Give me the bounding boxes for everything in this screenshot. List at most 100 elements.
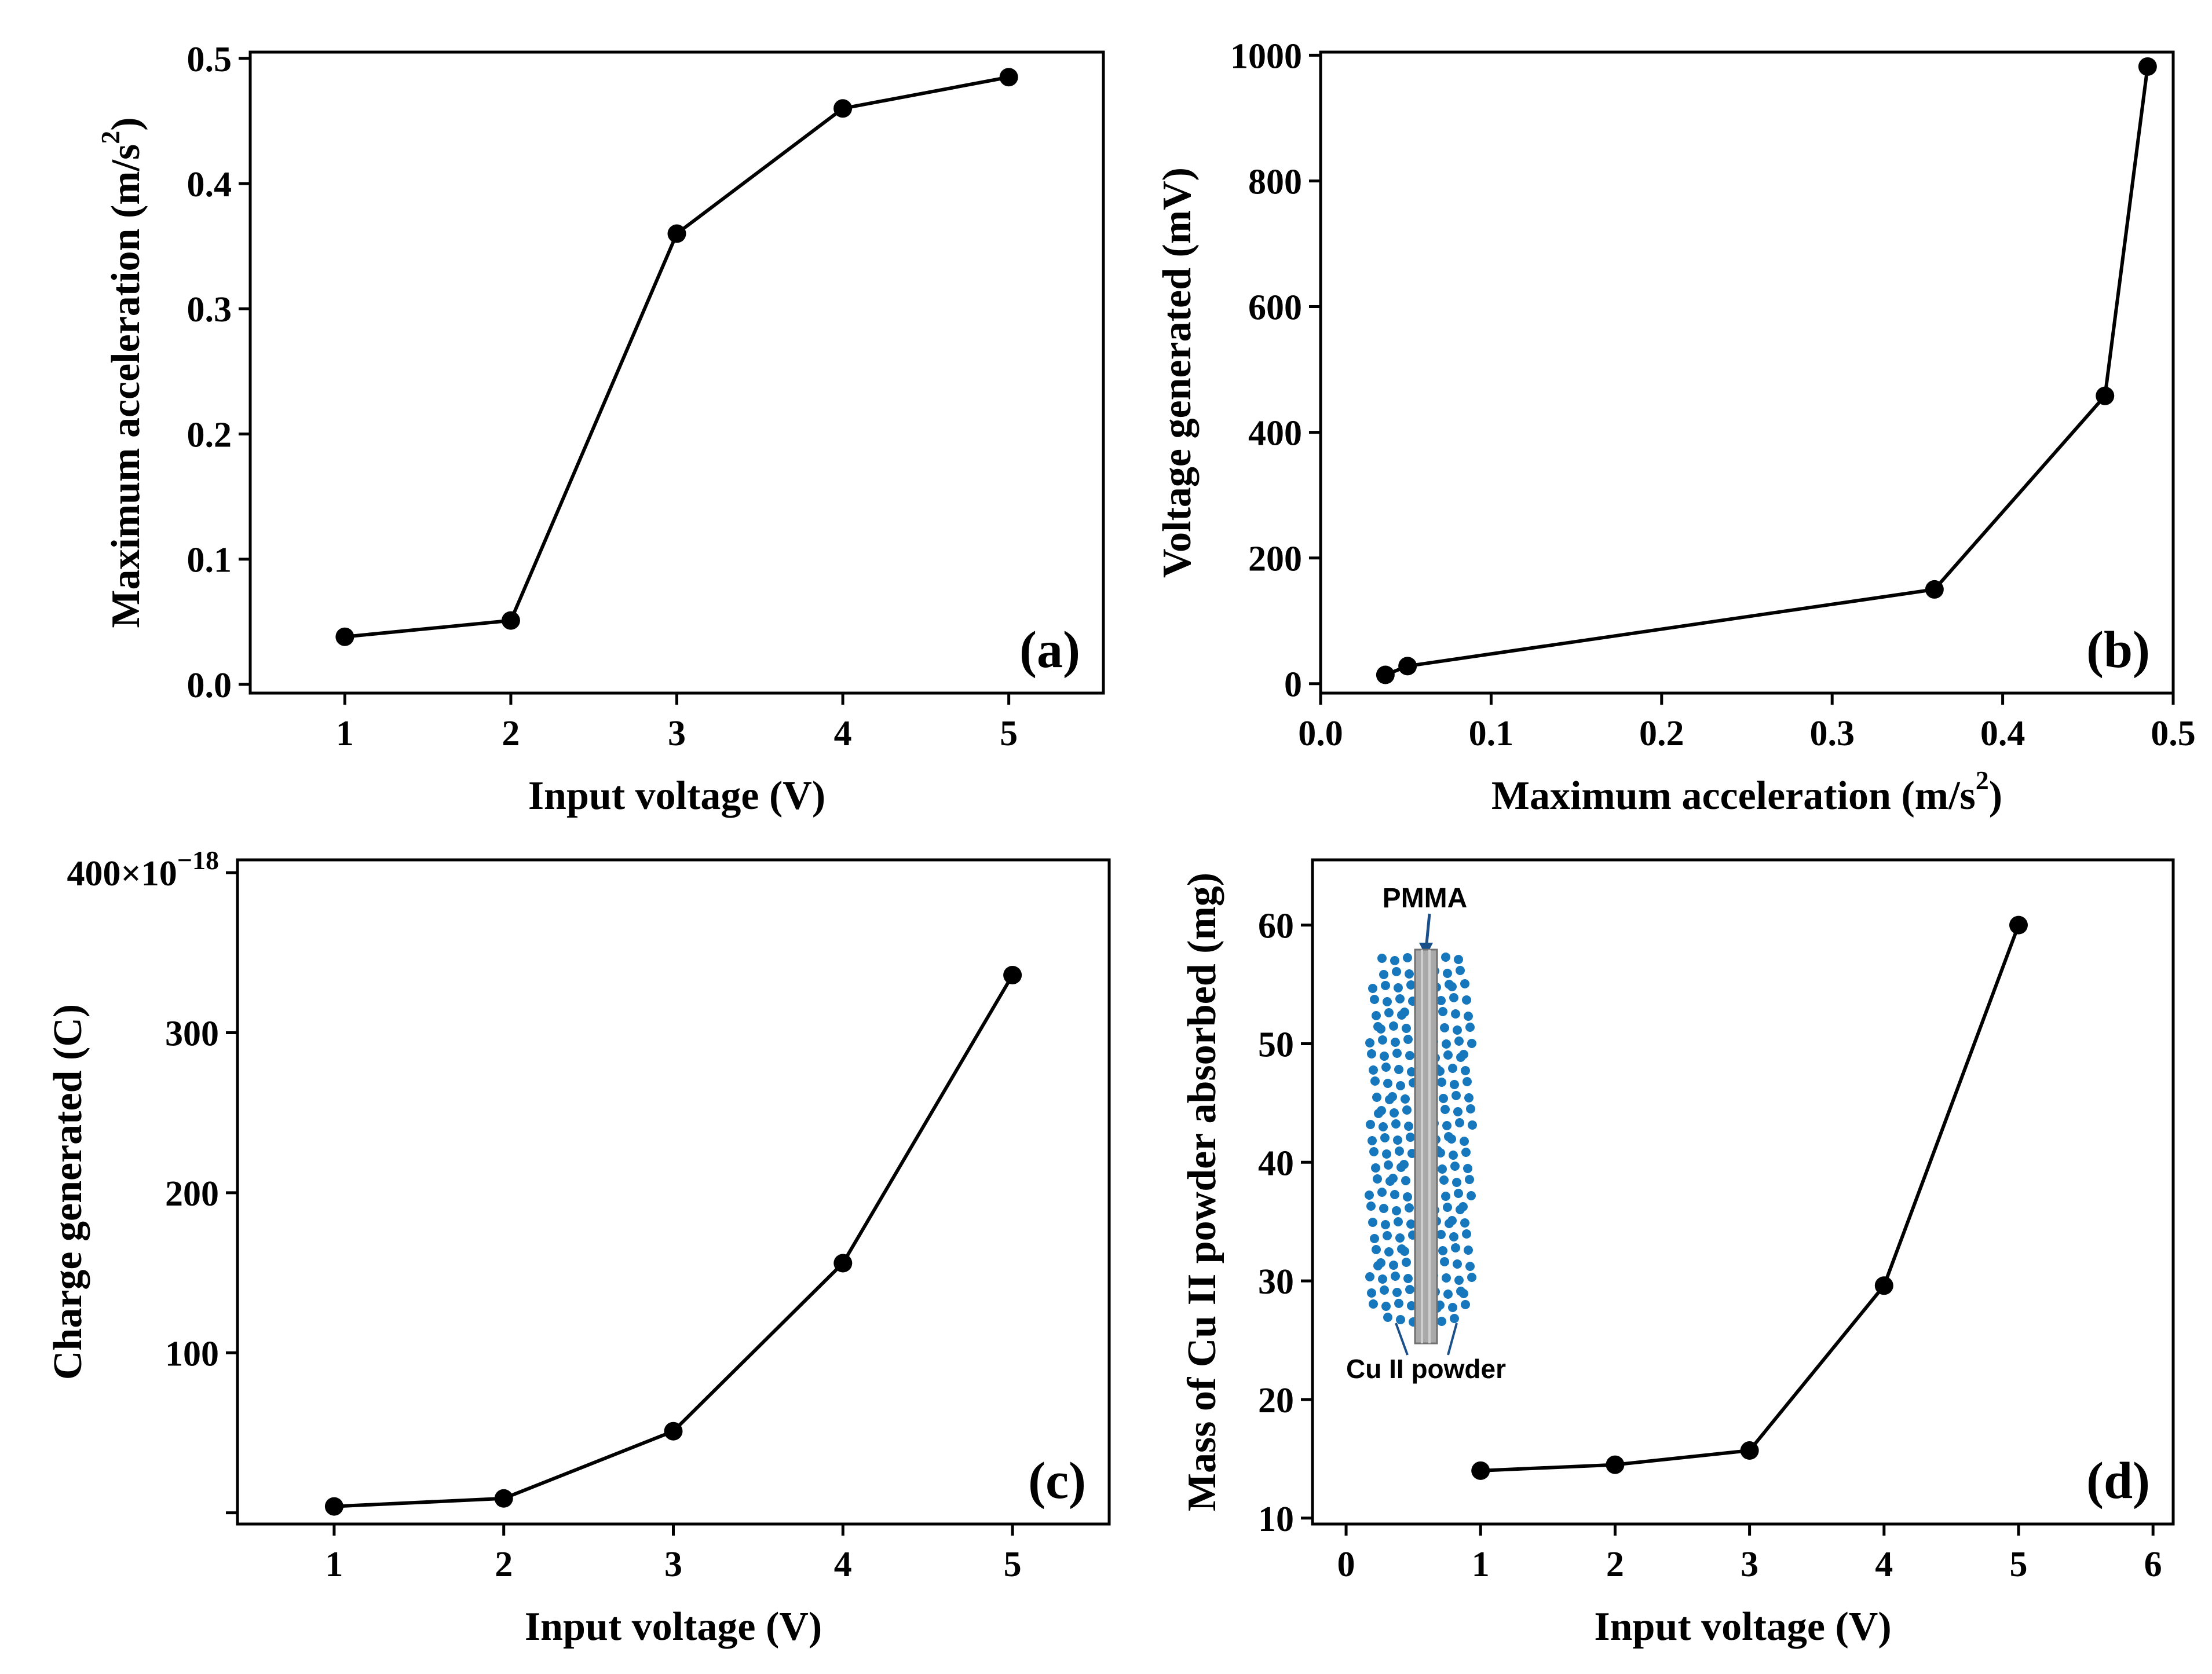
x-axis-label: Maximum acceleration (m/s2)	[1491, 765, 2002, 818]
powder-dot	[1447, 1134, 1456, 1144]
powder-dot	[1437, 1317, 1446, 1326]
powder-dot	[1406, 1219, 1416, 1229]
y-tick-label: 40	[1258, 1144, 1294, 1183]
powder-dot	[1439, 1094, 1448, 1103]
powder-dot	[1395, 1146, 1404, 1156]
powder-dot	[1392, 967, 1401, 976]
powder-dot	[1379, 970, 1388, 979]
powder-dot	[1437, 1078, 1446, 1087]
powder-dot	[1378, 1274, 1387, 1284]
x-axis-label: Input voltage (V)	[1594, 1605, 1891, 1649]
powder-dot	[1464, 1093, 1474, 1102]
y-tick-label: 600	[1248, 288, 1302, 328]
powder-dot	[1373, 1174, 1382, 1184]
powder-dot	[1442, 1273, 1451, 1283]
x-tick-label: 6	[2144, 1545, 2162, 1584]
powder-dot	[1369, 1065, 1378, 1075]
powder-dot	[1383, 1313, 1392, 1322]
powder-dot	[1451, 1091, 1461, 1100]
powder-dot	[1441, 953, 1450, 962]
y-tick-label: 60	[1258, 907, 1294, 946]
powder-dot	[1376, 1024, 1385, 1034]
plot-frame	[248, 50, 1105, 695]
powder-dot	[1403, 953, 1412, 962]
y-tick-label: 200	[1248, 540, 1302, 579]
x-tick-label: 1	[325, 1545, 343, 1584]
x-axis-label: Input voltage (V)	[528, 774, 825, 818]
powder-dot	[1467, 1273, 1476, 1282]
powder-dot	[1403, 1035, 1413, 1044]
panel-d: 0 1 2 3 4 5 6 10 20 30 40 50 60 Input voltage (V) Mass…	[1180, 858, 2175, 1649]
data-point	[335, 627, 354, 646]
powder-dot	[1465, 1262, 1475, 1271]
powder-dot	[1442, 1121, 1451, 1130]
powder-dot	[1467, 1039, 1476, 1048]
powder-dot	[1451, 1009, 1460, 1019]
powder-dot	[1467, 1191, 1476, 1200]
powder-dot	[1455, 1118, 1464, 1127]
powder-dot	[1377, 954, 1387, 963]
powder-dot	[1383, 997, 1392, 1006]
data-point	[1398, 657, 1417, 676]
powder-dot	[1462, 995, 1471, 1005]
powder-dot	[1381, 1220, 1390, 1229]
powder-dot	[1405, 1051, 1414, 1060]
y-axis-label-tail: )	[104, 117, 148, 130]
powder-dot	[1390, 1108, 1399, 1118]
powder-arrow-left	[1395, 1323, 1409, 1356]
powder-dot	[1447, 982, 1457, 991]
y-axis-label-main: Maximum acceleration (m/s	[104, 144, 148, 628]
x-tick-label: 4	[1875, 1545, 1893, 1584]
powder-dot	[1443, 1290, 1453, 1299]
powder-dot	[1388, 1092, 1397, 1101]
powder-dot	[1372, 1245, 1381, 1254]
powder-dot	[1460, 979, 1469, 988]
powder-dot	[1450, 1162, 1460, 1171]
powder-dot	[1391, 1119, 1401, 1129]
powder-dot	[1392, 1206, 1401, 1215]
series-line	[345, 75, 1010, 639]
powder-dot	[1402, 1258, 1411, 1267]
powder-dot	[1460, 1218, 1469, 1228]
y-tick-label: 20	[1258, 1381, 1294, 1420]
data-point	[1003, 965, 1022, 984]
panel-label: (b)	[2086, 621, 2150, 679]
powder-dot	[1391, 1272, 1400, 1281]
powder-dot	[1453, 1025, 1462, 1035]
powder-dot	[1389, 1261, 1398, 1270]
powder-dot	[1403, 1274, 1413, 1283]
powder-dot	[1367, 1288, 1376, 1298]
powder-dot	[1394, 1299, 1403, 1308]
powder-dot	[1378, 1035, 1387, 1045]
powder-dot	[1381, 1302, 1391, 1311]
powder-dot	[1394, 1065, 1403, 1074]
powder-dot	[1402, 1024, 1411, 1033]
y-tick-label: 800	[1248, 162, 1302, 202]
powder-dot	[1384, 1160, 1393, 1170]
powder-dot	[1456, 966, 1465, 975]
y-tick-label: 30	[1258, 1262, 1294, 1302]
powder-dot	[1379, 1122, 1388, 1131]
powder-dot	[1459, 1289, 1468, 1298]
x-tick-label: 5	[2009, 1545, 2027, 1584]
powder-dot	[1365, 1191, 1374, 1200]
panel-c: 1 2 3 4 5 100 200 300 400×10−18 Input voltage (V)…	[46, 845, 1111, 1649]
inset-label-powder: Cu II powder	[1346, 1354, 1506, 1384]
powder-dot	[1402, 1105, 1412, 1115]
y-tick-label: 0.3	[187, 290, 232, 329]
powder-dot	[1450, 1314, 1459, 1323]
powder-dot	[1464, 1246, 1473, 1255]
x-tick-label: 0.1	[1469, 714, 1514, 753]
powder-dot	[1380, 1052, 1389, 1061]
data-point	[2138, 57, 2157, 76]
powder-dot	[1369, 1299, 1378, 1309]
powder-dot	[1454, 1036, 1464, 1046]
powder-dot	[1393, 1135, 1402, 1145]
powder-dot	[1454, 1189, 1463, 1198]
powder-dot	[1396, 1315, 1405, 1324]
x-axis-label-main: Maximum acceleration (m/s	[1491, 774, 1976, 818]
x-tick-label: 0.3	[1809, 714, 1855, 753]
panel-b: 0.0 0.1 0.2 0.3 0.4 0.5 0 200 400 600 800 1000 Maxim…	[1155, 36, 2196, 818]
powder-dot	[1440, 1105, 1450, 1114]
powder-dot	[1381, 1063, 1391, 1072]
